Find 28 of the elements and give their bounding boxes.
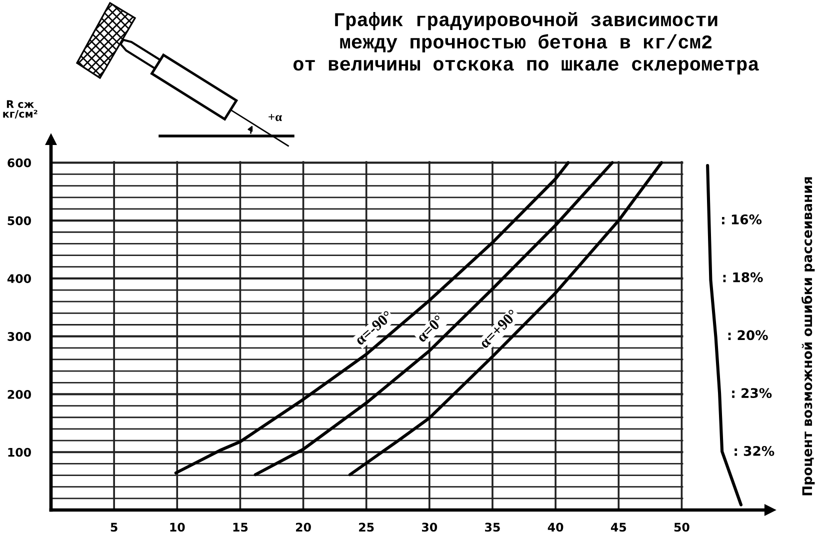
y-tick-label: 500 [8,216,31,226]
chart-title: График градуировочной зависимости между прочностью бетона в кг/см2 от величины отскока по шкале склерометра [293,12,759,74]
x-tick-label: 50 [674,522,690,532]
text: +α [268,114,282,122]
y-tick-label: 600 [8,158,31,168]
x-tick-label: 40 [548,522,564,532]
annotation: : 23% [732,388,772,398]
x-tick-label: 45 [610,522,626,532]
x-tick-label: 35 [485,522,500,532]
y-tick-label: 400 [7,274,31,284]
annotation: : 16% [722,214,762,224]
text: Процент возможной ошибки рассеивания [802,177,815,496]
line-series [348,161,664,476]
x-tick-label: 15 [233,522,248,532]
y-tick-label: 100 [8,448,31,457]
annotation: : 32% [734,446,774,456]
annotation: : 20% [728,330,768,340]
annotation: : 18% [723,272,763,282]
line-series [254,161,614,476]
y-tick-label: 300 [8,332,31,341]
y-axis-title: R сж кг/см² [3,100,38,119]
x-tick-label: 25 [359,522,374,532]
line-series [174,161,570,474]
x-tick-label: 20 [296,522,311,532]
x-tick-label: 10 [170,522,185,532]
x-tick-label: 5 [110,522,118,532]
x-tick-label: 30 [422,522,438,532]
y-tick-label: 200 [8,390,31,399]
